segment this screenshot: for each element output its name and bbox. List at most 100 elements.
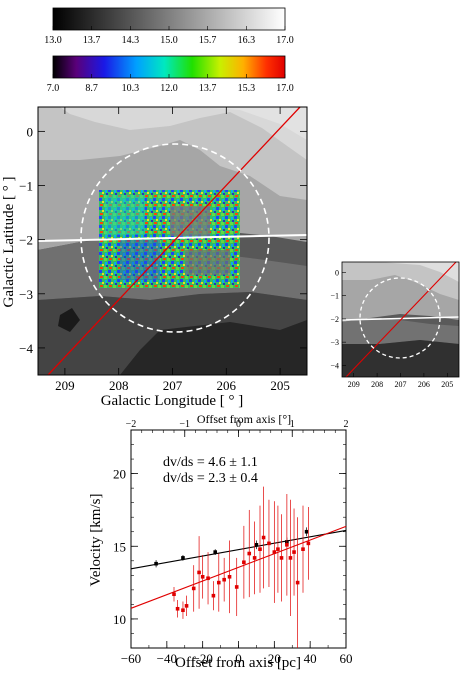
map-y-axis-label: Galactic Latitude [ ° ] xyxy=(1,177,17,308)
inset-plane-line xyxy=(342,316,459,321)
contour-band xyxy=(120,320,307,375)
plot-x-tick-label: 20 xyxy=(268,651,281,666)
plot-y-tick-label: 10 xyxy=(113,612,126,627)
inset-x-tick-label: 207 xyxy=(395,380,407,389)
data-point xyxy=(247,551,252,556)
inset-x-tick-label: 206 xyxy=(418,380,430,389)
data-point xyxy=(181,608,185,613)
contour-band xyxy=(38,107,307,200)
data-point xyxy=(175,606,180,611)
galactic-plane-line xyxy=(38,234,307,242)
map-x-axis-label: Galactic Longitude [ ° ] xyxy=(101,393,244,409)
colorbar-tick-label: 14.3 xyxy=(122,35,140,46)
data-point xyxy=(285,543,289,547)
map-x-tick-label: 207 xyxy=(163,378,183,393)
data-point xyxy=(252,556,257,560)
data-point xyxy=(191,586,196,591)
data-point xyxy=(258,547,262,551)
data-point xyxy=(301,547,305,551)
data-point xyxy=(213,550,218,554)
fit-annotation-red: dv/ds = 4.6 ± 1.1 xyxy=(163,455,258,470)
data-point xyxy=(272,550,277,554)
contour-band xyxy=(150,107,307,140)
grayscale-colorbar: 13.0 13.7 14.3 15.0 15.7 16.3 17.0 xyxy=(44,7,294,46)
colorbar-tick-label: 13.7 xyxy=(83,35,101,46)
plot-x-tick-label: 60 xyxy=(340,651,353,666)
plot-top-tick-label: −2 xyxy=(126,419,137,430)
fit-line-series-1 xyxy=(130,525,347,609)
map-y-tick-label: −2 xyxy=(19,233,33,248)
data-point xyxy=(288,556,293,560)
data-point xyxy=(222,577,226,582)
plot-top-tick-label: −1 xyxy=(179,419,190,430)
map-y-tick-label: −3 xyxy=(19,287,33,302)
fit-line-series-0 xyxy=(130,529,347,570)
data-point xyxy=(242,560,246,565)
inset-x-tick-label: 209 xyxy=(348,380,360,389)
data-point xyxy=(267,541,271,546)
inset-y-tick-label: 0 xyxy=(335,268,339,277)
colorbar-tick-label: 15.0 xyxy=(160,35,178,46)
data-point xyxy=(227,574,232,579)
data-point xyxy=(206,576,210,581)
fit-annotation-black: dv/ds = 2.3 ± 0.4 xyxy=(163,471,258,486)
data-point xyxy=(154,561,158,566)
inset-x-tick-label: 208 xyxy=(371,380,383,389)
data-point xyxy=(216,580,221,585)
map-x-tick-label: 209 xyxy=(55,378,75,393)
data-point xyxy=(200,574,205,579)
contour-band xyxy=(60,107,307,160)
map-x-tick-label: 206 xyxy=(217,378,237,393)
data-point xyxy=(276,547,280,551)
data-point xyxy=(211,593,216,598)
colorbar-tick-label: 17.0 xyxy=(276,83,294,94)
velocity-plot: Offset from axis [°] −60 −40 −20 0 20 40 60−2−… xyxy=(88,412,353,671)
plot-x-tick-label: 0 xyxy=(235,651,242,666)
plot-y-tick-label: 20 xyxy=(113,467,126,482)
plot-x-tick-label: −60 xyxy=(121,651,141,666)
data-point xyxy=(306,541,311,546)
colorbar-tick-label: 8.7 xyxy=(85,83,98,94)
inset-y-tick-label: −4 xyxy=(330,361,339,370)
data-point xyxy=(172,592,176,597)
inset-y-tick-label: −2 xyxy=(330,315,339,324)
plot-y-axis-label: Velocity [km/s] xyxy=(88,494,104,587)
data-point xyxy=(254,543,259,547)
colorbar-tick-label: 17.0 xyxy=(276,35,294,46)
colorbar-tick-label: 7.0 xyxy=(47,83,60,94)
map-x-tick-label: 205 xyxy=(270,378,290,393)
inset-map: 209 208 207 206 205 0 −1 −2 −3 −4 xyxy=(330,261,460,389)
colorbar-tick-label: 10.3 xyxy=(122,83,140,94)
data-point xyxy=(295,580,300,585)
colorbar-tick-label: 15.7 xyxy=(199,35,217,46)
contour-band xyxy=(58,308,80,332)
plot-x-tick-label: −40 xyxy=(157,651,177,666)
inset-y-tick-label: −3 xyxy=(330,338,339,347)
data-point xyxy=(184,604,189,608)
rainbow-colorbar: 7.0 8.7 10.3 12.0 13.7 15.3 17.0 xyxy=(47,55,294,94)
inset-region-circle xyxy=(359,277,441,359)
plot-top-tick-label: 0 xyxy=(236,419,241,430)
plot-x-axis-label: Offset from axis [pc] xyxy=(175,655,301,671)
map-y-tick-label: 0 xyxy=(27,124,34,139)
plot-y-tick-label: 15 xyxy=(113,539,126,554)
map-y-tick-label: −4 xyxy=(19,341,33,356)
region-circle xyxy=(80,143,270,333)
data-point xyxy=(261,535,266,540)
colorbar-tick-label: 12.0 xyxy=(160,83,178,94)
plot-top-axis-label: Offset from axis [°] xyxy=(197,412,291,426)
plot-x-tick-label: −20 xyxy=(192,651,212,666)
inset-x-tick-label: 205 xyxy=(441,380,453,389)
inset-axis-line xyxy=(345,262,457,377)
filament-axis-line xyxy=(47,107,301,375)
plot-top-tick-label: 2 xyxy=(344,419,349,430)
data-point xyxy=(197,570,201,575)
data-point xyxy=(234,585,239,589)
plot-x-tick-label: 40 xyxy=(304,651,317,666)
map-y-tick-label: −1 xyxy=(19,179,33,194)
inset-y-tick-label: −1 xyxy=(330,292,339,301)
data-point xyxy=(292,550,296,554)
colorbar-tick-label: 15.3 xyxy=(238,83,256,94)
data-point xyxy=(304,529,309,534)
